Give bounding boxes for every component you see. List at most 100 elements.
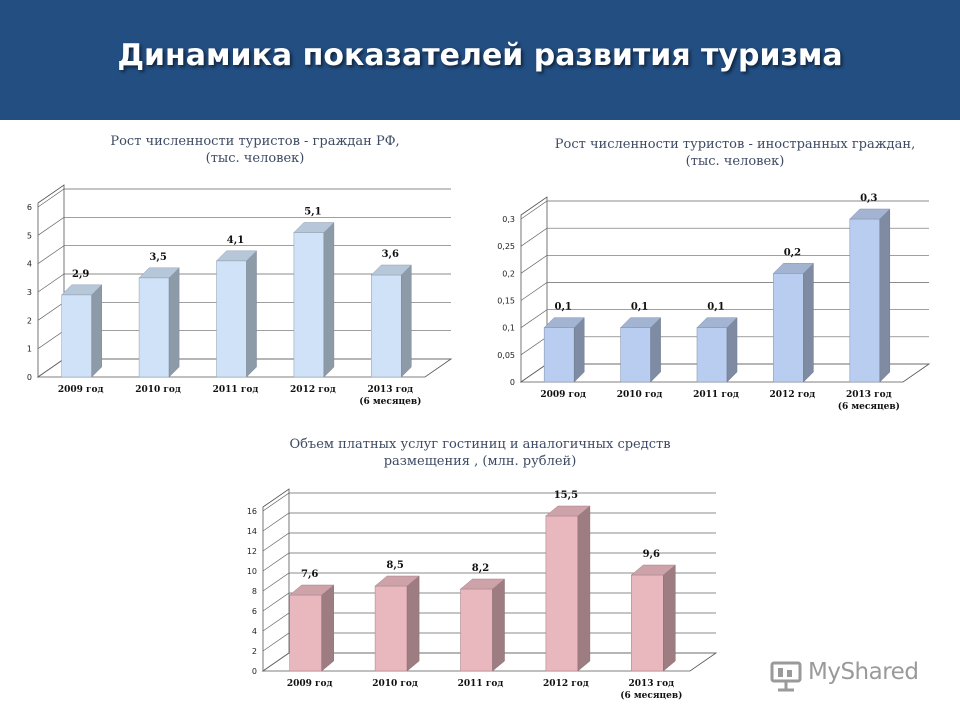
chart-3-y-tick-label: 2	[252, 647, 257, 656]
chart-3-side-wall	[262, 488, 290, 672]
chart-3-bar-side	[492, 578, 505, 672]
chart-1-y-tick-label: 0	[27, 373, 32, 382]
chart-1-bar-front	[370, 274, 402, 378]
chart-1-bar-front	[61, 294, 93, 378]
chart-3-bar	[374, 575, 420, 672]
slide-header: Динамика показателей развития туризма	[0, 0, 960, 120]
slide-title: Динамика показателей развития туризма	[117, 38, 843, 73]
chart-3-y-tick-label: 16	[247, 507, 257, 516]
chart-3-title-line-1: Объем платных услуг гостиниц и аналогичн…	[289, 437, 671, 452]
chart-1-bar-top	[370, 264, 412, 276]
chart-1-bar	[138, 267, 180, 378]
chart-1-value-label: 4,1	[227, 235, 244, 246]
chart-1-y-tick-label: 3	[27, 288, 32, 297]
chart-1-value-label: 2,9	[72, 269, 89, 280]
chart-1-bar-front	[293, 232, 325, 378]
chart-3-bar-top	[545, 505, 591, 517]
chart-2-y-tick-label: 0,3	[502, 215, 515, 224]
chart-1-bar	[293, 221, 335, 378]
chart-3-value-label: 8,2	[472, 563, 489, 574]
chart-1-value-label: 3,5	[149, 252, 166, 263]
chart-3-value-label: 9,6	[643, 549, 660, 560]
chart-3-bar-top	[630, 564, 676, 576]
chart-1-bar-top	[215, 250, 258, 262]
chart-2-y-tick-label: 0,2	[502, 269, 515, 278]
chart-2-y-tick-label: 0,1	[502, 324, 515, 333]
chart-3-bar	[545, 505, 591, 672]
chart-2-x-tick-label: 2010 год	[617, 390, 663, 400]
chart-2-value-label: 0,2	[784, 247, 801, 258]
chart-3-bar	[630, 564, 676, 672]
chart-3-bar-side	[406, 575, 420, 672]
chart-3-bar-front	[289, 594, 323, 672]
chart-1-y-tick-label: 2	[27, 316, 32, 325]
chart-3-bar-top	[289, 584, 335, 596]
chart-1-bar-front	[216, 260, 247, 378]
chart-2-value-label: 0,1	[707, 302, 724, 313]
chart-3-y-tick-label: 6	[252, 607, 257, 616]
chart-2-bar-front	[773, 273, 804, 383]
chart-3-x-tick-label: 2012 год	[543, 679, 589, 689]
chart-2-bar-top	[696, 317, 738, 328]
chart-2-title: Рост численности туристов - иностранных …	[520, 136, 950, 170]
chart-2-x-tick-label: 2011 год	[693, 390, 739, 400]
chart-1-x-tick-label: 2011 год	[213, 385, 259, 395]
chart-1-x-tick-label: 2013 год	[367, 385, 413, 395]
chart-2-y-tick-label: 0,05	[497, 351, 515, 360]
chart-3-value-label: 8,5	[386, 560, 403, 571]
chart-2-bar	[619, 317, 662, 383]
chart-1-x-tick-label: (6 месяцев)	[359, 396, 421, 407]
chart-2-value-label: 0,3	[860, 193, 877, 204]
chart-3-x-tick-label: (6 месяцев)	[620, 690, 682, 701]
chart-2-bar-front	[849, 218, 881, 383]
chart-3-bar	[289, 584, 335, 672]
chart-3-gridline	[262, 512, 716, 532]
chart-3-gridline	[262, 492, 716, 512]
chart-3-y-tick-label: 4	[252, 627, 257, 636]
chart-1-bar-top	[61, 284, 103, 296]
chart-2-gridline	[520, 227, 929, 247]
chart-3-bar-front	[374, 585, 408, 672]
chart-1-y-tick-label: 6	[27, 203, 32, 212]
chart-2-value-label: 0,1	[631, 302, 648, 313]
chart-2-y-tick-label: 0,25	[497, 242, 515, 251]
chart-2-bar-front	[543, 327, 575, 383]
chart-2-x-tick-label: 2012 год	[770, 390, 816, 400]
chart-3-bar-top	[374, 575, 420, 587]
chart-2-x-tick-label: 2009 год	[540, 390, 586, 400]
chart-1-x-tick-label: 2012 год	[290, 385, 336, 395]
chart-3-y-tick-label: 0	[252, 667, 257, 676]
chart-1-y-tick-label: 5	[27, 231, 32, 240]
chart-3-bar-front	[545, 515, 579, 672]
chart-2-bar	[696, 317, 738, 383]
chart-3-bar-front	[460, 588, 493, 672]
chart-3-y-tick-label: 12	[247, 547, 257, 556]
watermark-text: MyShared	[808, 659, 919, 685]
chart-2-title-line-2: (тыс. человек)	[685, 154, 785, 169]
chart-1-value-label: 5,1	[304, 207, 321, 218]
chart-1-gridline	[37, 216, 451, 236]
chart-1-gridline	[37, 188, 451, 208]
chart-1-bar	[370, 264, 412, 378]
presentation-icon	[770, 661, 802, 692]
chart-2-gridline	[520, 200, 929, 220]
chart-2-x-tick-label: 2013 год	[846, 390, 892, 400]
chart-2-bar	[849, 208, 891, 383]
chart-1-value-label: 3,6	[382, 249, 399, 260]
chart-1-bar	[215, 250, 258, 378]
chart-2-bar-top	[543, 317, 585, 328]
chart-3-bar-side	[577, 505, 591, 672]
chart-2-bar-front	[696, 327, 728, 383]
chart-3-x-tick-label: 2013 год	[628, 679, 674, 689]
chart-3-title-line-2: размещения , (млн. рублей)	[383, 454, 577, 469]
chart-2-bar-top	[619, 317, 662, 328]
chart-1-x-tick-label: 2010 год	[135, 385, 181, 395]
chart-1-y-tick-label: 4	[27, 260, 32, 269]
chart-2-bar-front	[620, 327, 651, 383]
chart-1-title: Рост численности туристов - граждан РФ, …	[70, 133, 440, 167]
chart-3-x-tick-label: 2010 год	[372, 679, 418, 689]
chart-3-bar-side	[663, 564, 676, 672]
